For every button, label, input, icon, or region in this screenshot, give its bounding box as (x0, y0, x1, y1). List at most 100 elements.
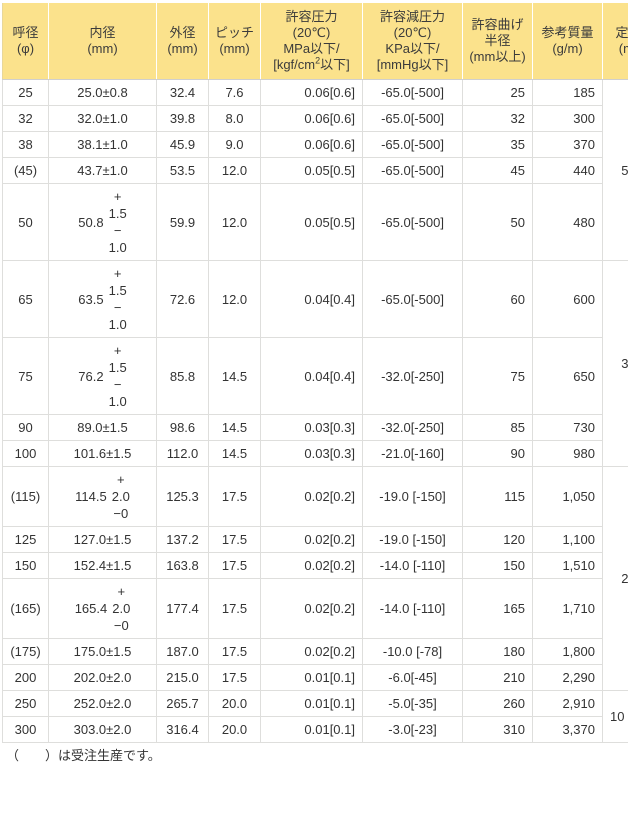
cell-bend-radius: 60 (462, 260, 533, 338)
hose-specification-table: 呼径 (φ) 内径 (mm) 外径 (mm) ピッチ (mm) 許容圧力 (20℃) MPa以下/[… (2, 2, 628, 743)
cell-allowable-vacuum: -5.0[-35] (362, 690, 463, 717)
cell-mass: 300 (532, 105, 603, 132)
inner-diameter-value: 114.5 (75, 489, 107, 504)
cell-bend-radius: 165 (462, 578, 533, 639)
cell-allowable-vacuum: -21.0[-160] (362, 440, 463, 467)
table-row: 150 152.4±1.5 163.8 17.5 0.02[0.2] -14.0 [-11… (2, 552, 628, 579)
column-header-bend_radius: 許容曲げ 半径 (mm以上) (462, 2, 533, 80)
cell-standard-length: 50 (602, 79, 628, 261)
cell-inner-diameter: 114.5 +2.0 −0 (48, 466, 157, 527)
column-header-line: (φ) (16, 41, 35, 56)
tolerance-line: 1.5 (108, 360, 127, 375)
cell-bend-radius: 310 (462, 716, 533, 743)
cell-nominal-diameter: 90 (2, 414, 49, 441)
column-header-line: 参考質量 (541, 25, 594, 40)
cell-nominal-diameter: 100 (2, 440, 49, 467)
tolerance-line: −0 (113, 506, 129, 521)
table-row: (165) 165.4 +2.0 −0 177.4 17.5 0.02[0.2] -14.0 … (2, 578, 628, 639)
cell-bend-radius: 150 (462, 552, 533, 579)
cell-nominal-diameter: (115) (2, 466, 49, 527)
cell-allowable-vacuum: -14.0 [-110] (362, 578, 463, 639)
inner-diameter-with-tolerance: 63.5 +1.5 − 1.0 (56, 265, 149, 333)
cell-allowable-vacuum: -65.0[-500] (362, 131, 463, 158)
column-header-line: (g/m) (552, 41, 583, 56)
cell-pitch: 20.0 (208, 690, 261, 717)
column-header-line: 外径 (169, 25, 196, 40)
cell-bend-radius: 90 (462, 440, 533, 467)
tolerance-line: 1.0 (108, 240, 127, 255)
cell-pitch: 14.5 (208, 337, 261, 415)
column-header-line: 内径 (89, 25, 116, 40)
inner-diameter-with-tolerance: 165.4 +2.0 −0 (56, 583, 149, 634)
cell-allowable-pressure: 0.06[0.6] (260, 105, 363, 132)
tolerance-line: 2.0 (112, 601, 131, 616)
tolerance-line: − (113, 300, 122, 315)
column-header-allowable_pressure: 許容圧力 (20℃) MPa以下/[kgf/cm2以下] (260, 2, 363, 80)
tolerance-line: + (113, 189, 122, 204)
cell-allowable-pressure: 0.05[0.5] (260, 157, 363, 184)
column-header-line: 許容減圧力 (379, 9, 445, 24)
cell-bend-radius: 45 (462, 157, 533, 184)
column-header-line: ピッチ (214, 25, 254, 40)
cell-inner-diameter: 303.0±2.0 (48, 716, 157, 743)
tolerance-line: 1.5 (108, 206, 127, 221)
cell-pitch: 14.5 (208, 414, 261, 441)
table-row: (45) 43.7±1.0 53.5 12.0 0.05[0.5] -65.0[-500]… (2, 157, 628, 184)
cell-nominal-diameter: (165) (2, 578, 49, 639)
cell-inner-diameter: 101.6±1.5 (48, 440, 157, 467)
cell-inner-diameter: 175.0±1.5 (48, 638, 157, 665)
cell-allowable-vacuum: -10.0 [-78] (362, 638, 463, 665)
tolerance-stack: +2.0 −0 (112, 583, 130, 634)
cell-allowable-vacuum: -65.0[-500] (362, 157, 463, 184)
table-row: 75 76.2 +1.5 − 1.0 85.8 14.5 0.04[0.4] -32.0[-25… (2, 337, 628, 415)
cell-allowable-pressure: 0.06[0.6] (260, 131, 363, 158)
cell-pitch: 14.5 (208, 440, 261, 467)
cell-inner-diameter: 127.0±1.5 (48, 526, 157, 553)
inner-diameter-value: 63.5 (78, 291, 104, 307)
cell-mass: 440 (532, 157, 603, 184)
cell-allowable-pressure: 0.06[0.6] (260, 79, 363, 106)
cell-inner-diameter: 89.0±1.5 (48, 414, 157, 441)
table-header: 呼径 (φ) 内径 (mm) 外径 (mm) ピッチ (mm) 許容圧力 (20℃) MPa以下/[… (2, 2, 628, 80)
inner-diameter-value: 50.8 (78, 214, 104, 230)
column-header-line: 定尺 (615, 25, 628, 40)
table-row: (175) 175.0±1.5 187.0 17.5 0.02[0.2] -10.0 [-… (2, 638, 628, 665)
cell-inner-diameter: 50.8 +1.5 − 1.0 (48, 183, 157, 261)
cell-mass: 730 (532, 414, 603, 441)
column-header-allowable_vacuum: 許容減圧力 (20℃) KPa以下/[mmHg以下] (362, 2, 463, 80)
column-header-line: (mm) (167, 41, 198, 56)
table-row: 32 32.0±1.0 39.8 8.0 0.06[0.6] -65.0[-500] 32 3… (2, 105, 628, 132)
cell-outer-diameter: 265.7 (156, 690, 209, 717)
cell-nominal-diameter: 125 (2, 526, 49, 553)
column-header-line: 許容圧力 (285, 9, 338, 24)
cell-pitch: 17.5 (208, 578, 261, 639)
column-header-line: 許容曲げ (471, 17, 524, 32)
cell-pitch: 8.0 (208, 105, 261, 132)
cell-mass: 1,800 (532, 638, 603, 665)
cell-bend-radius: 120 (462, 526, 533, 553)
cell-pitch: 12.0 (208, 157, 261, 184)
cell-allowable-pressure: 0.01[0.1] (260, 664, 363, 691)
table-row: 38 38.1±1.0 45.9 9.0 0.06[0.6] -65.0[-500] 35 3… (2, 131, 628, 158)
cell-standard-length: 30 (602, 260, 628, 467)
tolerance-line: 1.0 (108, 394, 127, 409)
table-row: (115) 114.5 +2.0 −0 125.3 17.5 0.02[0.2] -19.0 … (2, 466, 628, 691)
column-header-line: (20℃) (393, 25, 432, 40)
cell-bend-radius: 210 (462, 664, 533, 691)
cell-outer-diameter: 59.9 (156, 183, 209, 261)
cell-allowable-pressure: 0.04[0.4] (260, 260, 363, 338)
cell-inner-diameter: 25.0±0.8 (48, 79, 157, 106)
column-header-line: (m) (618, 41, 628, 56)
column-header-standard_length: 定尺(m) (602, 2, 628, 80)
column-header-line: 呼径 (12, 25, 39, 40)
cell-outer-diameter: 125.3 (156, 466, 209, 527)
cell-mass: 480 (532, 183, 603, 261)
cell-allowable-pressure: 0.03[0.3] (260, 440, 363, 467)
cell-standard-length: 20 (602, 466, 628, 691)
table-body: 25 25.0±0.8 32.4 7.6 0.06[0.6] -65.0[-500] 25 1… (2, 79, 628, 743)
cell-allowable-pressure: 0.05[0.5] (260, 183, 363, 261)
cell-mass: 370 (532, 131, 603, 158)
table-row: 50 50.8 +1.5 − 1.0 59.9 12.0 0.05[0.5] -65.0[-50… (2, 183, 628, 261)
cell-pitch: 7.6 (208, 79, 261, 106)
cell-pitch: 17.5 (208, 552, 261, 579)
